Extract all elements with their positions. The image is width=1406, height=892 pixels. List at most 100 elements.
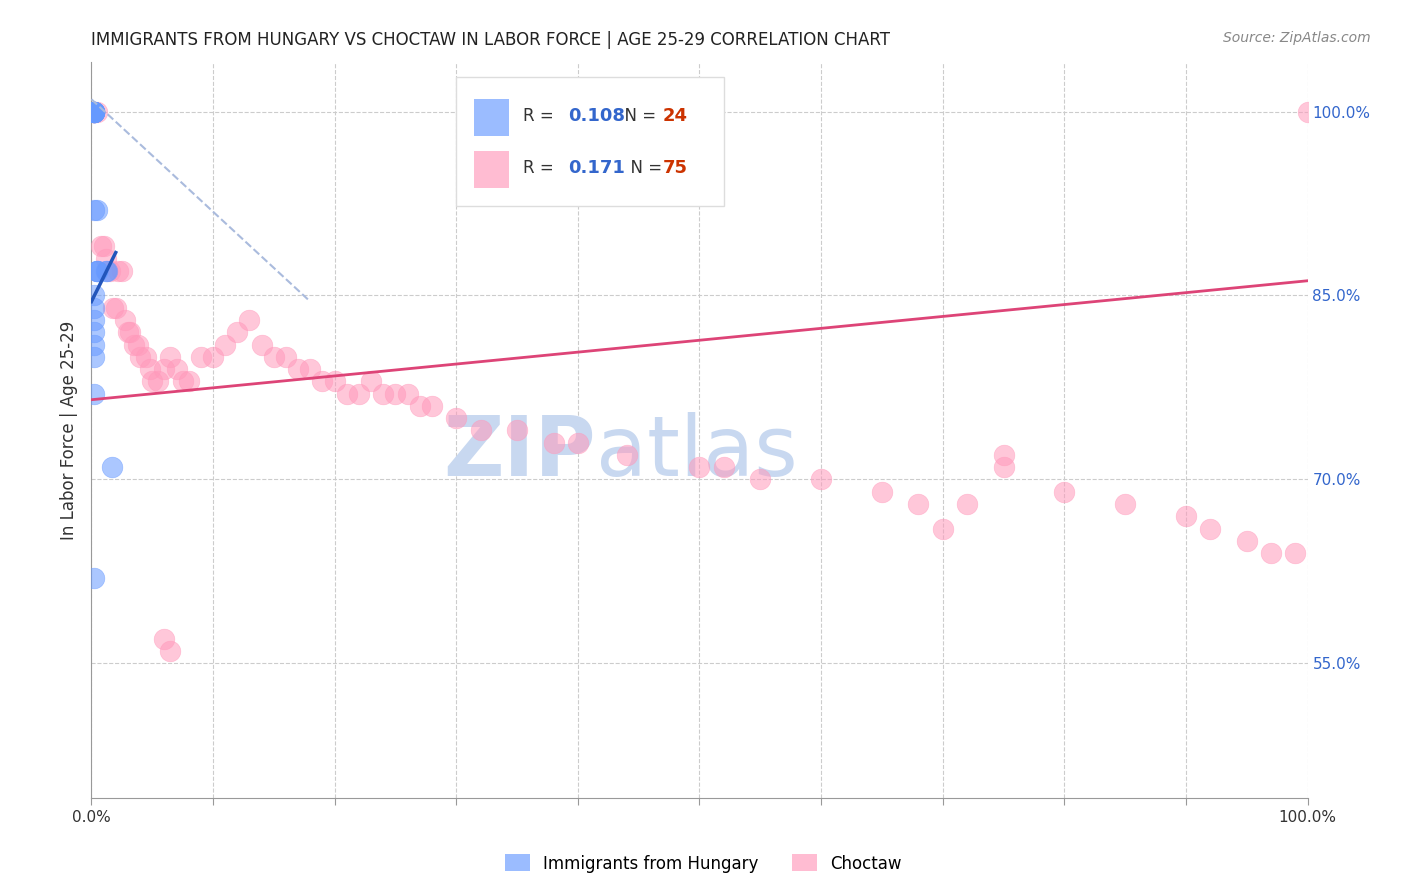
Point: [139, 362, 162, 376]
Point: [83, 571, 105, 585]
Point: [506, 424, 529, 438]
Text: Source: ZipAtlas.com: Source: ZipAtlas.com: [1223, 31, 1371, 45]
Point: [287, 362, 309, 376]
Text: ZIP: ZIP: [444, 412, 596, 493]
Point: [83, 104, 105, 119]
Point: [616, 448, 638, 462]
Legend: Immigrants from Hungary, Choctaw: Immigrants from Hungary, Choctaw: [498, 847, 908, 880]
Point: [1236, 533, 1258, 548]
Point: [129, 350, 152, 364]
Point: [96, 264, 118, 278]
Point: [90, 239, 112, 253]
Text: 0.108: 0.108: [568, 107, 626, 125]
Point: [148, 375, 170, 389]
Point: [190, 350, 212, 364]
Point: [543, 435, 565, 450]
Point: [1199, 522, 1222, 536]
Point: [135, 350, 157, 364]
Point: [83, 104, 105, 119]
Point: [94, 252, 117, 266]
FancyBboxPatch shape: [474, 151, 509, 187]
Point: [103, 301, 125, 315]
Point: [172, 375, 194, 389]
Point: [202, 350, 225, 364]
Point: [122, 337, 145, 351]
Point: [347, 386, 370, 401]
Point: [263, 350, 285, 364]
Text: 0.171: 0.171: [568, 159, 626, 177]
FancyBboxPatch shape: [474, 99, 509, 136]
Point: [420, 399, 443, 413]
Point: [299, 362, 322, 376]
Point: [107, 264, 129, 278]
Point: [83, 104, 105, 119]
Point: [993, 448, 1015, 462]
Point: [396, 386, 419, 401]
Point: [101, 460, 124, 475]
Text: atlas: atlas: [596, 412, 797, 493]
Point: [470, 424, 492, 438]
Point: [111, 264, 134, 278]
Point: [274, 350, 297, 364]
Y-axis label: In Labor Force | Age 25-29: In Labor Force | Age 25-29: [59, 321, 77, 540]
Point: [104, 301, 127, 315]
Point: [83, 104, 105, 119]
Point: [159, 644, 181, 658]
Point: [311, 375, 333, 389]
Text: 75: 75: [664, 159, 688, 177]
Point: [336, 386, 359, 401]
Point: [86, 104, 108, 119]
Point: [120, 326, 142, 340]
Point: [1284, 546, 1306, 560]
Point: [688, 460, 710, 475]
Point: [83, 288, 105, 302]
Point: [86, 264, 108, 278]
Point: [1053, 484, 1076, 499]
Point: [127, 337, 149, 351]
Point: [98, 264, 121, 278]
Point: [83, 104, 105, 119]
Point: [931, 522, 953, 536]
Point: [83, 337, 105, 351]
Point: [114, 313, 136, 327]
Text: N =: N =: [620, 159, 668, 177]
FancyBboxPatch shape: [456, 78, 724, 206]
Point: [83, 104, 105, 119]
Point: [83, 104, 105, 119]
Point: [956, 497, 979, 511]
Point: [153, 362, 176, 376]
Point: [214, 337, 236, 351]
Point: [373, 386, 395, 401]
Point: [83, 386, 105, 401]
Text: 24: 24: [664, 107, 688, 125]
Point: [166, 362, 188, 376]
Text: IMMIGRANTS FROM HUNGARY VS CHOCTAW IN LABOR FORCE | AGE 25-29 CORRELATION CHART: IMMIGRANTS FROM HUNGARY VS CHOCTAW IN LA…: [91, 31, 890, 49]
Point: [444, 411, 467, 425]
Point: [870, 484, 893, 499]
Point: [159, 350, 181, 364]
Point: [93, 239, 115, 253]
Point: [810, 473, 832, 487]
Point: [409, 399, 432, 413]
Text: R =: R =: [523, 159, 564, 177]
Text: R =: R =: [523, 107, 560, 125]
Point: [141, 375, 163, 389]
Point: [83, 104, 105, 119]
Point: [86, 264, 108, 278]
Point: [384, 386, 406, 401]
Point: [1296, 104, 1319, 119]
Point: [83, 202, 105, 217]
Point: [226, 326, 249, 340]
Point: [83, 301, 105, 315]
Point: [83, 350, 105, 364]
Point: [153, 632, 176, 646]
Point: [83, 104, 105, 119]
Point: [1260, 546, 1282, 560]
Point: [1175, 509, 1198, 524]
Point: [94, 264, 117, 278]
Text: N =: N =: [614, 107, 662, 125]
Point: [86, 202, 108, 217]
Point: [117, 326, 139, 340]
Point: [713, 460, 735, 475]
Point: [83, 326, 105, 340]
